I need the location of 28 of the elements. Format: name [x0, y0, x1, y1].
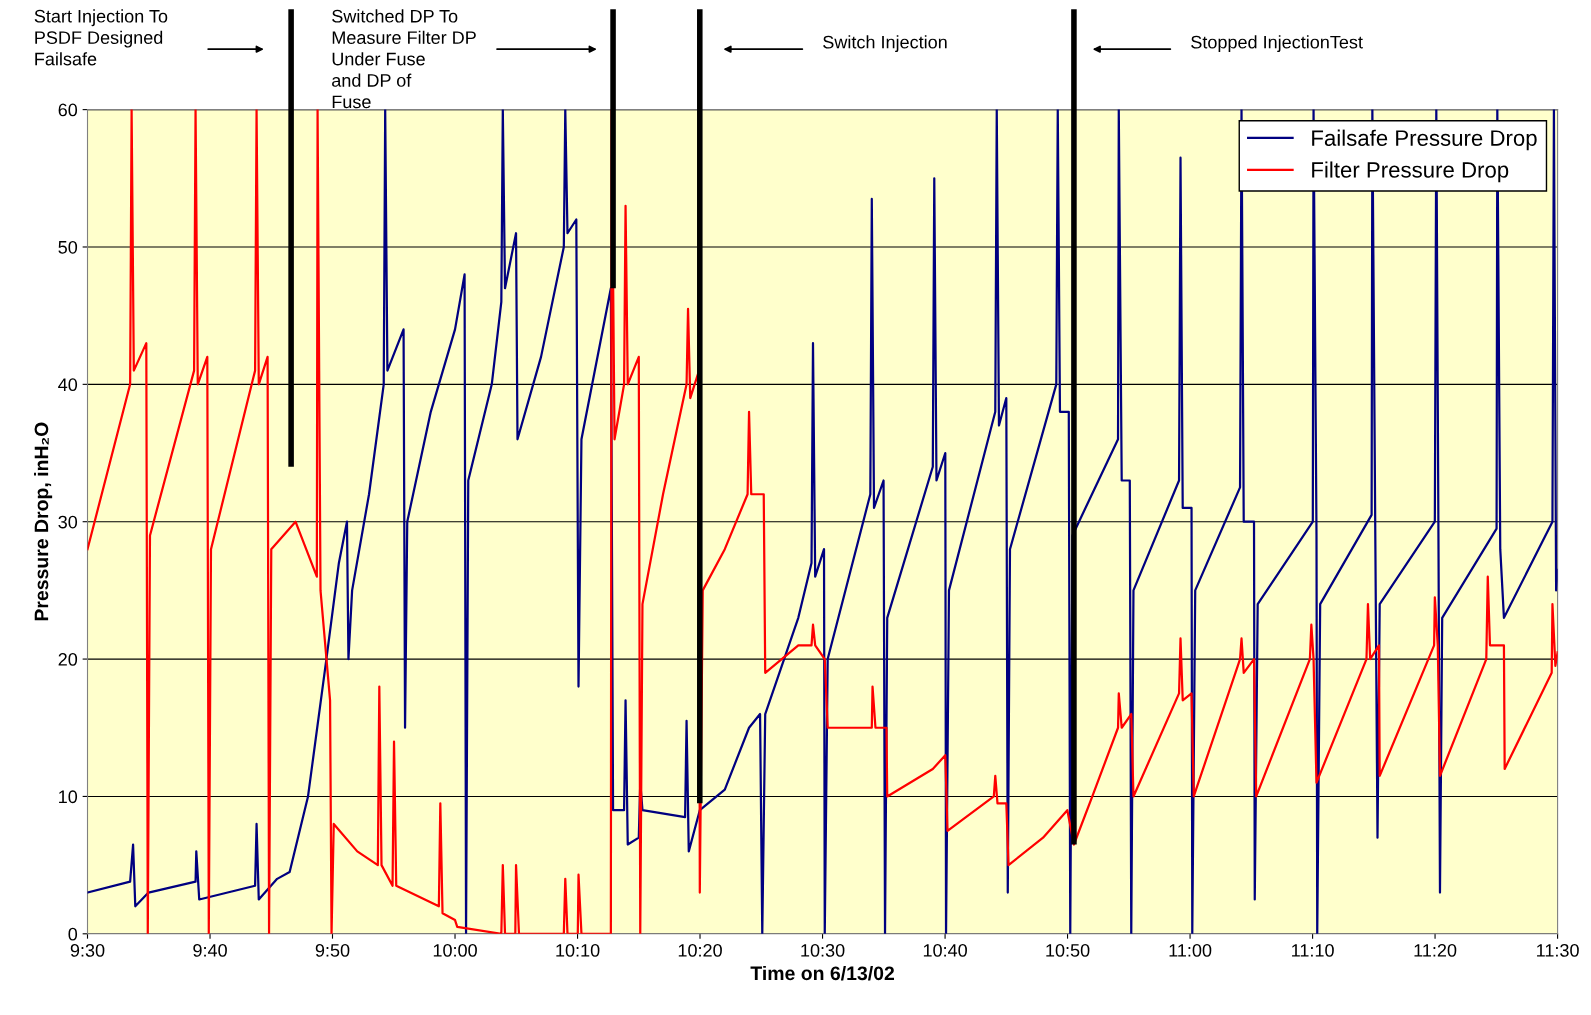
- x-tick-label: 9:40: [193, 944, 227, 957]
- legend-label: Filter Pressure Drop: [1312, 161, 1509, 183]
- text: Stopped InjectionTest: [1191, 35, 1363, 53]
- legend-label: Failsafe Pressure Drop: [1312, 129, 1537, 151]
- y-tick-label: 30: [58, 515, 78, 529]
- text: Switched DP To Measure Filter DP Under Fuse and DP of Fuse: [332, 9, 476, 109]
- y-tick-label: 10: [59, 790, 78, 804]
- x-tick-label: 9:30: [70, 944, 105, 957]
- y-tick-label: 60: [58, 103, 78, 117]
- y-tick-label: 20: [58, 653, 78, 666]
- x-tick-label: 11:30: [1537, 944, 1579, 957]
- x-tick-label: 10:10: [556, 944, 600, 957]
- x-tick-label: 10:50: [1046, 944, 1090, 957]
- y-tick-label: 40: [58, 378, 78, 392]
- x-tick-label: 10:30: [801, 944, 845, 957]
- y-tick-label: 50: [58, 240, 78, 254]
- x-tick-label: 9:50: [315, 944, 350, 957]
- x-axis-title: Time on 6/13/02: [750, 965, 895, 981]
- x-tick-label: 10:00: [433, 944, 477, 957]
- text: Switch Injection: [823, 35, 947, 53]
- text: Start Injection To PSDF Designed Failsafe: [34, 9, 168, 66]
- x-tick-label: 11:10: [1292, 944, 1334, 957]
- x-tick-label: 10:20: [678, 944, 722, 957]
- y-axis-title: Pressure Drop, inH₂O: [34, 422, 53, 621]
- x-tick-label: 11:20: [1414, 944, 1457, 957]
- y-tick-label: 0: [68, 927, 78, 941]
- x-tick-label: 11:00: [1169, 944, 1212, 957]
- x-tick-label: 10:40: [923, 944, 967, 957]
